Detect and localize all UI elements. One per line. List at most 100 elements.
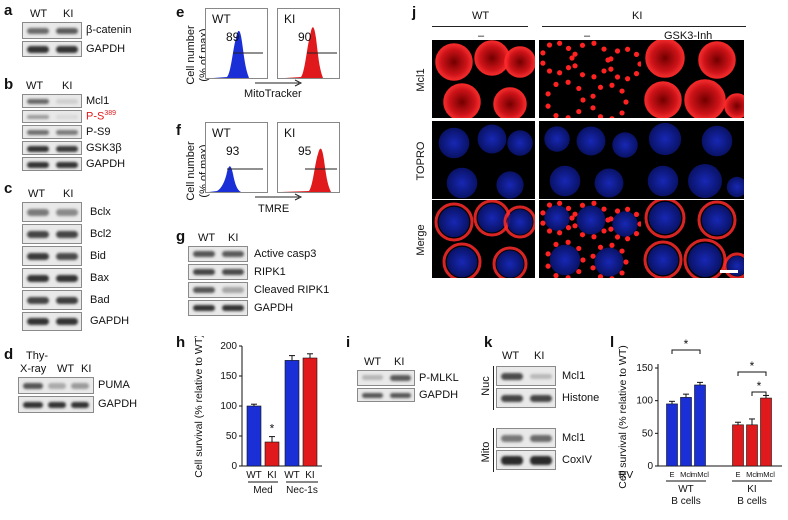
panel-c-label-bcl2: Bcl2: [90, 228, 112, 240]
panel-l-letter: l: [610, 334, 615, 351]
panel-a-letter: a: [4, 2, 13, 19]
panel-l-group-label-2: B cells: [671, 496, 700, 507]
panel-c-label-gapdh: GAPDH: [90, 315, 130, 327]
panel-k-blot-coxiv: [496, 450, 556, 470]
panel-b-blot-ps9: [22, 125, 82, 139]
panel-l-ytick-label: 150: [636, 363, 653, 374]
panel-j-topro-image: [539, 121, 642, 199]
panel-b-lane-wt: WT: [26, 80, 44, 92]
panel-f-xlabel: TMRE: [258, 203, 290, 215]
panel-d-lane-thy: Thy-: [26, 350, 48, 362]
panel-l-bar: [746, 424, 758, 467]
panel-g-lane-wt: WT: [198, 232, 216, 244]
panel-h-group-label: Nec-1s: [286, 485, 318, 496]
panel-a-blot-bcatenin: [22, 22, 82, 39]
panel-f-histograms: [205, 122, 340, 193]
panel-i-label-gapdh: GAPDH: [419, 389, 459, 401]
panel-l-ytick-label: 50: [642, 428, 654, 439]
panel-j-merge-image: [641, 200, 744, 278]
panel-e-wt-value: 89: [226, 30, 240, 44]
panel-k-label-nuc-mcl1: Mcl1: [562, 370, 586, 382]
panel-l-significance: *: [750, 359, 755, 373]
panel-a-lane-ki: KI: [63, 8, 74, 20]
panel-j-cond-3: GSK3-Inh: [664, 30, 713, 42]
panel-c-letter: c: [4, 180, 13, 197]
panel-h-group-label: Med: [253, 485, 272, 496]
panel-h-ytick-label: 100: [220, 401, 237, 412]
panel-d-blot-gapdh: [18, 396, 94, 413]
panel-j-cond-1: –: [478, 30, 485, 42]
panel-k-lane-ki: KI: [534, 350, 545, 362]
panel-h-ylabel: Cell survival (% relative to WT): [193, 336, 205, 478]
panel-j-mcl1-image: [432, 40, 535, 118]
panel-d-lane-xray: X-ray: [20, 363, 47, 375]
panel-c-blot-gapdh: [22, 312, 82, 331]
panel-c-lane-ki: KI: [63, 188, 74, 200]
panel-h-bar: [302, 357, 318, 467]
panel-l-bar: [732, 424, 744, 467]
panel-c-label-bad: Bad: [90, 294, 110, 306]
panel-j-mcl1-image: [641, 40, 744, 118]
panel-g-label-ripk1: RIPK1: [254, 266, 286, 278]
panel-k-fraction-nuc: Nuc: [480, 376, 492, 396]
panel-j-group-ki-line: [542, 26, 746, 27]
panel-e-ki-histogram: [285, 27, 323, 78]
panel-a-label-gapdh: GAPDH: [86, 43, 126, 55]
panel-b-label-ps-sup: 389: [104, 110, 117, 117]
panel-l-bracket: [671, 349, 701, 354]
panel-i-blot-pmlkl: [357, 370, 415, 386]
panel-b-letter: b: [4, 76, 14, 93]
panel-k-mito-bracket: [493, 428, 494, 472]
panel-k-blot-nuc-mcl1: [496, 366, 556, 386]
panel-l-significance: *: [684, 338, 689, 351]
panel-j-topro-image: [432, 121, 535, 199]
panel-h-bar: [246, 405, 262, 467]
panel-h-letter: h: [176, 334, 186, 351]
panel-k-letter: k: [484, 334, 493, 351]
panel-k-lane-wt: WT: [502, 350, 520, 362]
panel-e-ki-label: KI: [284, 12, 296, 26]
panel-g-label-cleaved-ripk1: Cleaved RIPK1: [254, 284, 330, 296]
panel-h-ytick-label: 0: [231, 461, 237, 472]
panel-l-group-label-1: WT: [678, 484, 694, 495]
panel-c-blot-bid: [22, 246, 82, 266]
panel-h-category-label: KI: [267, 470, 276, 481]
panel-c-blot-bcl2: [22, 224, 82, 244]
panel-d-blot-puma: [18, 377, 94, 394]
panel-l-category-label: mMcl: [757, 470, 775, 479]
panel-g-blot-cleaved-ripk1: [188, 282, 248, 298]
panel-j-row-merge: Merge: [415, 224, 427, 256]
panel-l-group-label-2: B cells: [737, 496, 766, 507]
panel-j-topro-image: [641, 121, 744, 199]
panel-k-label-mito-mcl1: Mcl1: [562, 432, 586, 444]
panel-j-row-mcl1: Mcl1: [415, 68, 427, 92]
panel-b-blot-gsk3b: [22, 141, 82, 155]
panel-e-xlabel: MitoTracker: [244, 88, 302, 100]
panel-i-lane-wt: WT: [364, 356, 382, 368]
panel-g-lane-ki: KI: [228, 232, 239, 244]
panel-f-wt-value: 93: [226, 144, 240, 158]
panel-h-category-label: WT: [246, 470, 262, 481]
panel-f-ki-label: KI: [284, 126, 296, 140]
panel-d-lane-wt: WT: [57, 363, 75, 375]
panel-l-rv-label: RV: [619, 469, 633, 481]
panel-g-blot-casp3: [188, 246, 248, 262]
panel-j-letter: j: [412, 4, 417, 21]
panel-c-blot-bclx: [22, 202, 82, 222]
panel-g-label-casp3: Active casp3: [254, 248, 317, 260]
panel-a-blot-gapdh: [22, 41, 82, 57]
panel-l-ytick-label: 0: [647, 461, 653, 472]
panel-j-mcl1-image: [539, 40, 642, 118]
panel-l-category-label: Mcl: [680, 470, 692, 479]
panel-b-label-ps-text: P-S: [86, 110, 105, 123]
panel-f-ki-value: 95: [298, 144, 312, 158]
panel-b-label-gsk3b: GSK3β: [86, 142, 122, 154]
panel-b-label-gapdh: GAPDH: [86, 158, 126, 170]
panel-l-bar: [666, 403, 678, 467]
panel-i-blot-gapdh: [357, 388, 415, 402]
panel-b-lane-ki: KI: [62, 80, 73, 92]
panel-j-row-topro: TOPRO: [415, 141, 427, 181]
panel-l-bracket: [737, 371, 767, 376]
panel-l-category-label: E: [669, 470, 674, 479]
panel-h-bar: [264, 441, 280, 467]
